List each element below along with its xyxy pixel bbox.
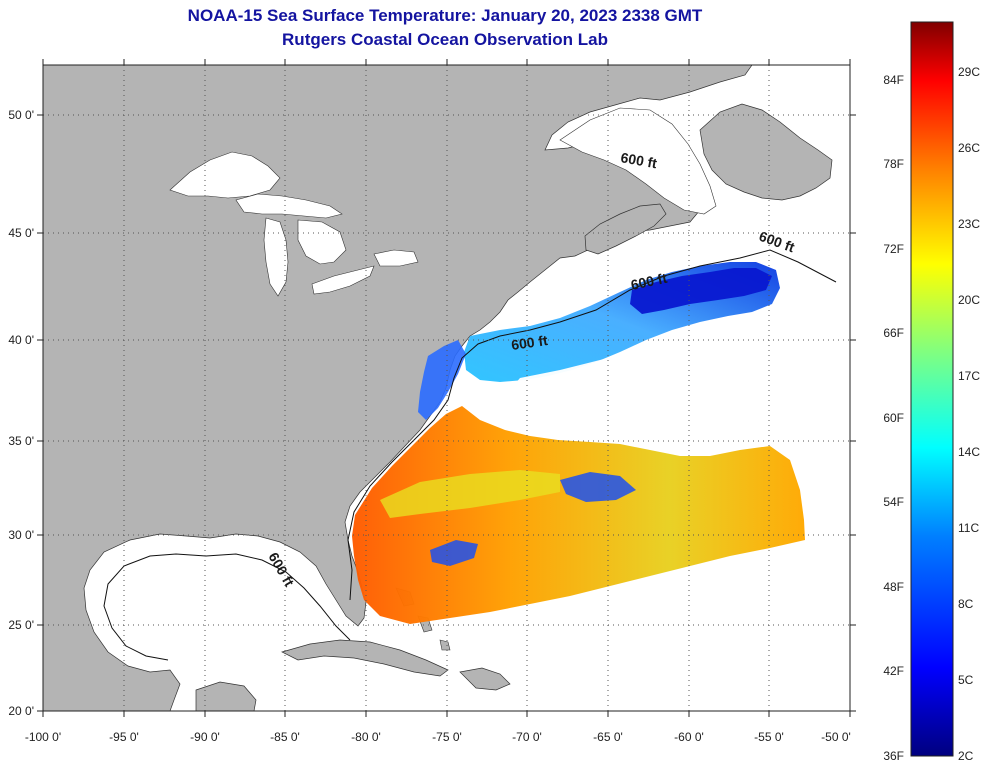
lat-label-30: 30 0'	[8, 528, 34, 542]
cb-label-29c: 29C	[958, 65, 980, 79]
map-subtitle: Rutgers Coastal Ocean Observation Lab	[282, 30, 608, 49]
latitude-axis: 50 0' 45 0' 40 0' 35 0' 30 0' 25 0' 20 0…	[8, 108, 856, 718]
lake-ontario	[373, 249, 419, 267]
lon-label-55: -55 0'	[754, 730, 784, 744]
lake-huron	[297, 219, 347, 265]
longitude-axis: -100 0' -95 0' -90 0' -85 0' -80 0' -75 …	[25, 59, 851, 744]
lake-erie	[311, 265, 375, 295]
sst-coastal-shelf	[418, 340, 466, 420]
cb-label-84f: 84F	[883, 73, 904, 87]
cb-label-8c: 8C	[958, 597, 974, 611]
lon-label-80: -80 0'	[351, 730, 381, 744]
contour-label-gulf-st-lawrence: 600 ft	[619, 149, 658, 171]
map-title: NOAA-15 Sea Surface Temperature: January…	[187, 6, 703, 25]
shelf-gulf-st-lawrence	[559, 107, 717, 215]
lon-label-95: -95 0'	[109, 730, 139, 744]
cb-label-42f: 42F	[883, 664, 904, 678]
contour-600ft	[347, 249, 837, 601]
lat-label-40: 40 0'	[8, 333, 34, 347]
lake-michigan	[263, 217, 289, 297]
lon-label-90: -90 0'	[190, 730, 220, 744]
cb-label-5c: 5C	[958, 673, 974, 687]
lat-label-35: 35 0'	[8, 434, 34, 448]
lat-label-45: 45 0'	[8, 226, 34, 240]
cb-label-2c: 2C	[958, 749, 974, 763]
lake-superior	[235, 193, 343, 219]
lon-label-60: -60 0'	[674, 730, 704, 744]
cb-label-11c: 11C	[958, 521, 979, 535]
lat-label-50: 50 0'	[8, 108, 34, 122]
sst-cold-patch	[630, 268, 772, 314]
landmass-cuba	[281, 639, 449, 677]
cb-label-66f: 66F	[883, 326, 904, 340]
sst-yellow-band	[380, 470, 560, 518]
lat-label-20: 20 0'	[8, 704, 34, 718]
contour-label-mid-atlantic: 600 ft	[510, 332, 549, 353]
cb-label-72f: 72F	[883, 242, 904, 256]
contour-600ft-gulf	[103, 553, 351, 661]
sst-warm-gulf-stream	[352, 406, 805, 624]
cb-label-78f: 78F	[883, 157, 904, 171]
cb-label-20c: 20C	[958, 293, 980, 307]
cb-label-36f: 36F	[883, 749, 904, 763]
colorbar-celsius-labels: 29C 26C 23C 20C 17C 14C 11C 8C 5C 2C	[958, 65, 980, 763]
sst-cool-eddy-1	[560, 472, 636, 502]
lon-label-75: -75 0'	[432, 730, 462, 744]
landmass-nova-scotia	[584, 203, 667, 255]
lon-label-85: -85 0'	[270, 730, 300, 744]
sst-cool-eddy-2	[430, 540, 478, 566]
cb-label-23c: 23C	[958, 217, 980, 231]
cb-label-17c: 17C	[958, 369, 980, 383]
sst-cloud-gap	[508, 320, 800, 450]
lat-label-25: 25 0'	[8, 618, 34, 632]
landmass-hispaniola	[459, 667, 511, 691]
lon-label-50: -50 0'	[821, 730, 851, 744]
landmass-yucatan	[195, 681, 257, 711]
cb-label-26c: 26C	[958, 141, 980, 155]
cb-label-54f: 54F	[883, 495, 904, 509]
lon-label-70: -70 0'	[512, 730, 542, 744]
cb-label-60f: 60F	[883, 411, 904, 425]
cb-label-14c: 14C	[958, 445, 980, 459]
cb-label-48f: 48F	[883, 580, 904, 594]
shelf-james-bay	[169, 151, 281, 199]
landmass-newfoundland	[699, 103, 833, 201]
temperature-colorbar	[910, 21, 954, 757]
contour-label-georges-bank: 600 ft	[629, 270, 668, 293]
lon-label-100: -100 0'	[25, 730, 61, 744]
lon-label-65: -65 0'	[593, 730, 623, 744]
colorbar-fahrenheit-labels: 84F 78F 72F 66F 60F 54F 48F 42F 36F	[883, 73, 904, 763]
